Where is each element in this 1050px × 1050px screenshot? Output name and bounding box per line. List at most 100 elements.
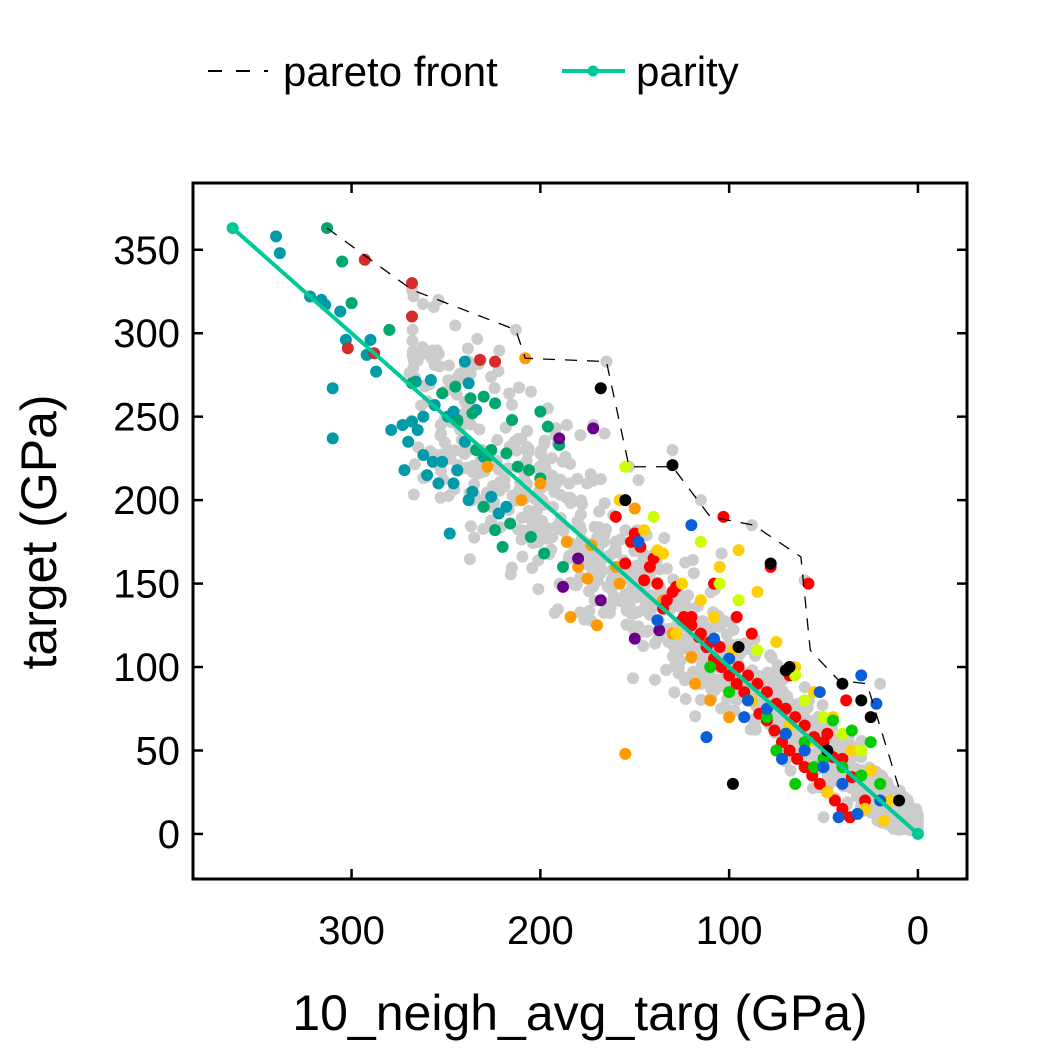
gray-point	[694, 494, 707, 507]
scatter-point	[515, 494, 528, 507]
scatter-point	[717, 510, 730, 523]
parity-line	[231, 226, 920, 836]
gray-point	[434, 491, 447, 504]
scatter-point	[817, 761, 830, 774]
y-tick-label: 300	[113, 312, 180, 356]
gray-point	[408, 458, 421, 471]
scatter-point	[594, 382, 607, 395]
scatter-point	[523, 464, 536, 477]
gray-point	[626, 672, 639, 685]
scatter-point	[557, 560, 570, 573]
gray-point	[467, 466, 480, 479]
scatter-point	[832, 811, 845, 824]
scatter-point	[845, 744, 858, 757]
scatter-point	[345, 297, 358, 310]
scatter-point	[405, 310, 418, 323]
x-tick-label: 300	[318, 909, 385, 953]
gray-point	[583, 604, 596, 617]
gray-point	[442, 359, 455, 372]
scatter-point	[383, 323, 396, 336]
scatter-point	[791, 752, 804, 765]
gray-point	[545, 452, 558, 465]
scatter-point	[700, 731, 713, 744]
scatter-point	[466, 407, 479, 420]
gray-point	[493, 344, 506, 357]
gray-point	[491, 434, 504, 447]
scatter-point	[821, 727, 834, 740]
gray-point	[416, 341, 429, 354]
gray-point	[600, 355, 613, 368]
gray-point	[687, 665, 700, 678]
scatter-point	[685, 651, 698, 664]
gray-point	[406, 349, 419, 362]
scatter-point	[666, 459, 679, 472]
scatter-point	[675, 577, 688, 590]
scatter-point	[651, 577, 664, 590]
gray-point	[649, 637, 662, 650]
gray-point	[449, 319, 462, 332]
gray-point	[594, 567, 607, 580]
scatter-point	[504, 517, 517, 530]
scatter-point	[590, 619, 603, 632]
scatter-point	[506, 414, 519, 427]
scatter-point	[534, 405, 547, 418]
gray-point	[407, 362, 420, 375]
scatter-point	[449, 380, 462, 393]
scatter-point	[723, 711, 736, 724]
scatter-point	[651, 614, 664, 627]
scatter-point	[851, 807, 864, 820]
scatter-point	[836, 752, 849, 765]
gray-point	[619, 524, 632, 537]
scatter-point	[738, 711, 751, 724]
scatter-point	[477, 390, 490, 403]
gray-point	[598, 497, 611, 510]
y-tick-label: 50	[136, 729, 181, 773]
scatter-point	[458, 435, 471, 448]
scatter-point	[336, 255, 349, 268]
gray-point	[816, 699, 829, 712]
scatter-point	[760, 711, 773, 724]
scatter-point	[723, 686, 736, 699]
parity-endpoint	[911, 827, 924, 840]
scatter-point	[485, 490, 498, 503]
y-tick-label: 200	[113, 479, 180, 523]
scatter-point	[713, 560, 726, 573]
gray-point	[798, 681, 811, 694]
gray-point	[887, 815, 900, 828]
gray-point	[536, 515, 549, 528]
gray-point	[592, 521, 605, 534]
scatter-point	[732, 661, 745, 674]
scatter-point	[798, 694, 811, 707]
scatter-point	[751, 644, 764, 657]
gray-point	[715, 702, 728, 715]
scatter-point	[730, 610, 743, 623]
scatter-point	[704, 661, 717, 674]
gray-point	[568, 578, 581, 591]
scatter-point	[666, 585, 679, 598]
gray-point	[679, 692, 692, 705]
scatter-point	[751, 585, 764, 598]
gray-point	[715, 547, 728, 560]
gray-point	[443, 444, 456, 457]
scatter-point	[638, 574, 651, 587]
gray-point	[407, 488, 420, 501]
scatter-point	[473, 353, 486, 366]
scatter-point	[334, 305, 347, 318]
gray-point	[516, 550, 529, 563]
scatter-point	[808, 761, 821, 774]
scatter-point	[864, 711, 877, 724]
scatter-point	[405, 277, 418, 290]
scatter-point	[768, 724, 781, 737]
scatter-point	[581, 572, 594, 585]
scatter-point	[732, 641, 745, 653]
gray-point	[597, 606, 610, 619]
gray-point	[546, 531, 559, 544]
scatter-point	[451, 464, 464, 477]
scatter-point	[402, 435, 415, 448]
gray-point	[606, 547, 619, 560]
gray-point	[551, 603, 564, 616]
gray-point	[586, 474, 599, 487]
scatter-point	[855, 744, 868, 757]
scatter-point	[358, 253, 371, 266]
